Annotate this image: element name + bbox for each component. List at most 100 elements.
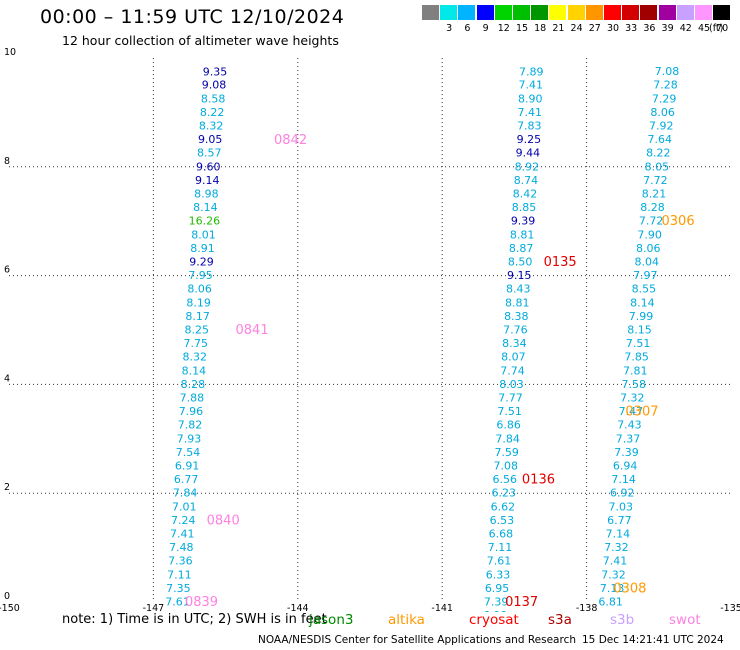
pass-time-label: 0842 [274, 133, 307, 148]
wave-height-label: 9.15 [507, 269, 532, 282]
wave-height-label: 8.42 [513, 187, 538, 200]
pass-time-label: 0136 [522, 473, 555, 488]
wave-height-label: 7.81 [623, 364, 648, 377]
legend-swatch [567, 5, 585, 20]
satellite-label: swot [669, 612, 701, 628]
wave-height-label: 7.85 [624, 351, 649, 364]
wave-height-label: 7.01 [172, 500, 197, 513]
wave-height-label: 7.03 [609, 500, 634, 513]
legend-label: 12 [497, 23, 510, 34]
wave-height-label: 8.55 [632, 283, 657, 296]
legend-label: 36 [643, 23, 656, 34]
wave-height-label: 9.29 [189, 255, 214, 268]
wave-height-label: 16.26 [189, 215, 221, 228]
wave-height-label: 7.48 [169, 541, 194, 554]
plot-area: -150 -147 -144 -141 -138 -13502468109.359.088… [0, 47, 740, 612]
chart-subtitle: 12 hour collection of altimeter wave hei… [62, 33, 339, 48]
wave-height-label: 9.05 [198, 133, 223, 146]
wave-height-label: 6.94 [613, 459, 638, 472]
legend-label: 6 [464, 23, 471, 34]
wave-height-label: 8.91 [190, 242, 215, 255]
wave-height-label: 8.28 [640, 201, 665, 214]
x-tick-label: -138 [576, 603, 598, 612]
legend-swatch [640, 5, 658, 20]
pass-time-label: 0308 [613, 581, 646, 596]
x-tick-label: -141 [431, 603, 453, 612]
x-tick-label: -147 [143, 603, 165, 612]
wave-height-label: 6.77 [174, 473, 199, 486]
satellite-label: jason3 [309, 612, 354, 628]
wave-height-label: 9.35 [203, 66, 228, 79]
wave-height-label: 7.72 [643, 174, 668, 187]
wave-height-label: 8.03 [499, 378, 524, 391]
wave-height-label: 6.91 [175, 459, 200, 472]
wave-height-label: 7.96 [179, 405, 204, 418]
wave-height-label: 8.57 [197, 147, 222, 160]
wave-height-label: 8.01 [191, 228, 216, 241]
legend-label: 30 [606, 23, 620, 34]
wave-height-label: 7.41 [603, 555, 628, 568]
pass-time-label: 0135 [544, 255, 577, 270]
legend-swatch [695, 5, 712, 20]
wave-height-label: 9.14 [195, 174, 220, 187]
wave-height-label: 7.83 [517, 119, 542, 132]
wave-height-label: 9.25 [517, 133, 542, 146]
legend-swatch [622, 5, 640, 20]
wave-height-label: 7.93 [177, 432, 202, 445]
wave-height-label: 8.43 [506, 283, 531, 296]
wave-height-label: 6.95 [485, 582, 510, 595]
satellite-label: cryosat [469, 612, 519, 628]
wave-height-label: 6.77 [607, 514, 632, 527]
legend-label: 27 [588, 23, 601, 34]
wave-height-label: 7.11 [167, 568, 192, 581]
footer-note: note: 1) Time is in UTC; 2) SWH is in fe… [62, 612, 327, 627]
wave-height-label: 7.77 [498, 391, 523, 404]
wave-height-label: 7.37 [616, 432, 641, 445]
wave-height-label: 7.39 [484, 595, 509, 608]
wave-height-label: 8.06 [636, 242, 661, 255]
wave-height-label: 8.74 [514, 174, 539, 187]
legend-label: 45 [697, 23, 711, 34]
legend-label: 3 [446, 23, 453, 34]
y-tick-label: 4 [4, 373, 10, 384]
wave-height-label: 8.21 [642, 187, 667, 200]
wave-height-label: 7.82 [178, 419, 203, 432]
wave-height-label: 6.62 [491, 500, 516, 513]
wave-height-label: 7.74 [500, 364, 525, 377]
legend-label: 18 [534, 23, 547, 34]
legend-swatch [531, 5, 549, 20]
wave-height-label: 7.41 [519, 79, 544, 92]
wave-height-label: 6.99 [483, 609, 508, 612]
wave-height-label: 7.14 [611, 473, 636, 486]
wave-height-label: 7.36 [168, 555, 193, 568]
legend-label: 24 [570, 23, 583, 34]
wave-height-label: 8.05 [645, 160, 670, 173]
wave-height-label: 7.28 [653, 79, 678, 92]
wave-height-label: 7.59 [494, 446, 519, 459]
y-tick-label: 8 [4, 156, 10, 167]
legend-label: 9 [482, 23, 489, 34]
pass-time-label: 0306 [662, 214, 695, 229]
wave-height-label: 8.06 [650, 106, 675, 119]
wave-height-label: 7.08 [655, 65, 680, 78]
wave-height-label: 7.54 [176, 446, 201, 459]
wave-height-label: 9.60 [196, 160, 221, 173]
legend-swatch [604, 5, 621, 20]
wave-height-label: 8.81 [510, 228, 535, 241]
wave-height-label: 8.81 [505, 296, 530, 309]
wave-height-label: 9.39 [511, 215, 536, 228]
wave-height-label: 8.07 [501, 351, 526, 364]
legend-swatch [476, 5, 494, 20]
wave-height-label: 8.06 [187, 283, 212, 296]
wave-height-label: 8.50 [508, 255, 533, 268]
wave-height-label: 8.34 [502, 337, 527, 350]
wave-height-label: 7.08 [493, 459, 518, 472]
wave-height-label: 6.81 [598, 595, 623, 608]
legend-swatch [549, 5, 567, 20]
satellite-label: s3a [548, 612, 572, 628]
wave-height-label: 8.85 [512, 201, 537, 214]
wave-height-label: 8.58 [201, 92, 226, 105]
wave-height-label: 7.72 [639, 215, 664, 228]
wave-height-label: 7.35 [166, 582, 191, 595]
wave-height-label: 7.61 [165, 595, 190, 608]
